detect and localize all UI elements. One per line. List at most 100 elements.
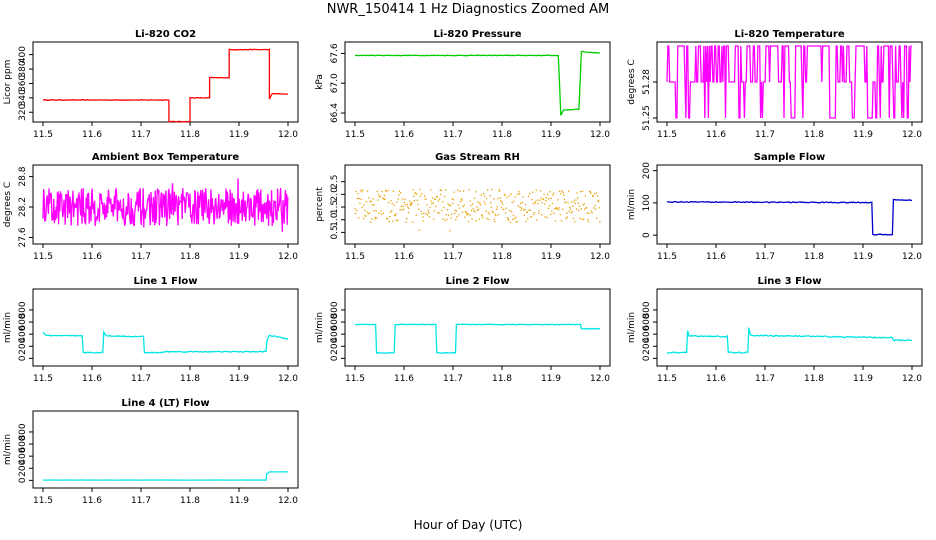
data-point	[511, 201, 513, 204]
data-point	[436, 195, 438, 198]
data-point	[446, 218, 448, 221]
data-point	[386, 218, 389, 220]
data-point	[536, 199, 539, 201]
data-point	[460, 198, 462, 200]
data-point	[556, 207, 558, 209]
panel-title: Li-820 Temperature	[734, 29, 844, 40]
x-tick-label: 11.7	[755, 252, 775, 262]
data-point	[388, 201, 390, 204]
y-axis-label: ml/min	[3, 434, 13, 465]
data-point	[475, 191, 477, 193]
data-point	[598, 207, 600, 209]
data-point	[489, 195, 491, 197]
data-point	[387, 189, 389, 192]
data-point	[459, 190, 461, 192]
data-point	[522, 196, 524, 198]
panel-8: Line 2 Flow ml/min 11.5 11.6 11.7 11.8 11.9 12.…	[315, 276, 611, 384]
data-point	[355, 190, 357, 193]
data-point	[557, 209, 560, 211]
data-point	[455, 210, 458, 212]
data-point	[416, 199, 419, 201]
data-point	[438, 212, 440, 214]
data-point	[521, 207, 523, 209]
data-point	[442, 218, 444, 220]
data-point	[588, 212, 590, 215]
data-point	[579, 217, 581, 220]
data-point	[452, 199, 455, 201]
data-point	[415, 214, 417, 216]
data-point	[524, 208, 526, 211]
data-point	[586, 206, 588, 209]
data-point	[518, 190, 520, 193]
data-point	[437, 200, 440, 202]
data-point	[490, 202, 492, 204]
data-point	[565, 217, 567, 219]
data-point	[594, 204, 596, 207]
y-tick-label: 0.5	[330, 225, 340, 239]
data-point	[469, 214, 471, 216]
figure-title: NWR_150414 1 Hz Diagnostics Zoomed AM	[326, 2, 610, 17]
data-point	[461, 211, 464, 213]
data-point	[566, 212, 568, 214]
data-point	[389, 215, 391, 218]
data-point	[371, 203, 374, 206]
x-tick-label: 11.6	[706, 374, 726, 384]
data-point	[447, 203, 449, 205]
y-tick-label: 200	[330, 337, 340, 354]
y-tick-label: 400	[642, 325, 652, 342]
data-point	[596, 195, 599, 197]
y-tick-label: 28.2	[18, 197, 28, 217]
data-point	[426, 204, 428, 206]
y-tick-label: 800	[642, 301, 652, 318]
x-axis-title: Hour of Day (UTC)	[413, 518, 523, 532]
panel-10: Line 4 (LT) Flow ml/min 11.5 11.6 11.7 11.8 11…	[3, 398, 299, 506]
data-point	[536, 219, 538, 221]
data-point	[408, 207, 410, 210]
data-point	[446, 209, 449, 211]
data-point	[475, 219, 477, 222]
y-tick-label: 0	[18, 477, 28, 483]
data-point	[498, 189, 500, 191]
data-point	[505, 207, 507, 209]
data-point	[528, 209, 530, 211]
x-tick-label: 12.0	[278, 496, 298, 506]
data-point	[478, 218, 480, 220]
data-point	[420, 210, 422, 213]
data-point	[368, 197, 370, 199]
data-point	[534, 202, 536, 204]
data-point	[508, 195, 510, 197]
data-point	[361, 206, 363, 209]
x-tick-label: 11.5	[345, 374, 365, 384]
panel-6: Sample Flow ml/min 11.5 11.6 11.7 11.8 11.9 12.…	[627, 152, 923, 262]
panel-3: Li-820 Temperature degrees C 11.5 11.6 11.7 1…	[627, 29, 923, 140]
data-point	[470, 209, 473, 212]
data-point	[482, 193, 485, 195]
panel-9: Line 3 Flow ml/min 11.5 11.6 11.7 11.8 11.9 12.…	[627, 276, 923, 384]
data-point	[589, 190, 591, 192]
data-point	[403, 201, 405, 204]
y-tick-label: 400	[18, 325, 28, 342]
y-tick-label: 340	[18, 89, 28, 106]
data-point	[444, 219, 446, 222]
x-tick-label: 11.8	[492, 130, 512, 140]
data-point	[505, 212, 507, 214]
panel-title: Line 4 (LT) Flow	[121, 398, 209, 409]
x-tick-label: 11.9	[853, 374, 873, 384]
x-tick-label: 11.5	[33, 130, 53, 140]
x-tick-label: 11.7	[443, 130, 463, 140]
data-point	[473, 197, 476, 200]
data-point	[423, 212, 425, 215]
data-point	[523, 209, 525, 211]
data-point	[404, 198, 406, 200]
panel-7: Line 1 Flow ml/min 11.5 11.6 11.7 11.8 11.9 12.…	[3, 276, 299, 384]
data-point	[466, 214, 468, 216]
data-point	[544, 203, 546, 205]
data-point	[457, 189, 459, 191]
data-point	[366, 211, 368, 213]
data-point	[515, 216, 517, 218]
data-point	[493, 198, 495, 200]
data-point	[499, 190, 501, 192]
data-point	[499, 197, 501, 199]
data-point	[487, 189, 489, 191]
data-point	[395, 219, 398, 221]
